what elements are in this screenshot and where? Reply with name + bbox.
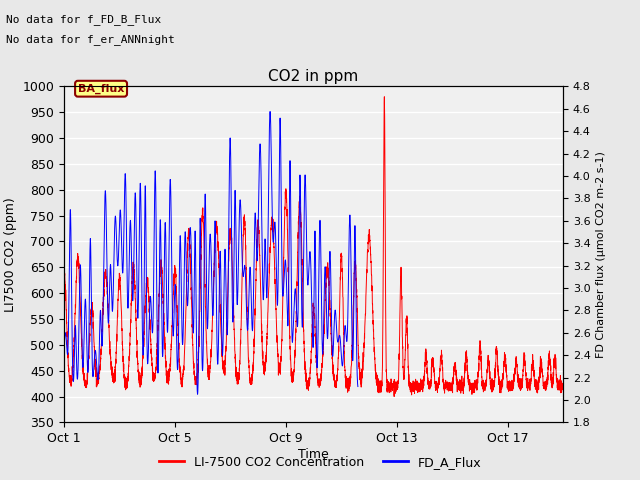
- Text: No data for f_er_ANNnight: No data for f_er_ANNnight: [6, 34, 175, 45]
- Y-axis label: LI7500 CO2 (ppm): LI7500 CO2 (ppm): [4, 197, 17, 312]
- Y-axis label: FD Chamber flux (μmol CO2 m-2 s-1): FD Chamber flux (μmol CO2 m-2 s-1): [596, 151, 606, 358]
- Text: No data for f_FD_B_Flux: No data for f_FD_B_Flux: [6, 14, 162, 25]
- Text: BA_flux: BA_flux: [78, 84, 124, 94]
- Legend: LI-7500 CO2 Concentration, FD_A_Flux: LI-7500 CO2 Concentration, FD_A_Flux: [154, 451, 486, 474]
- Title: CO2 in ppm: CO2 in ppm: [268, 69, 359, 84]
- X-axis label: Time: Time: [298, 448, 329, 461]
